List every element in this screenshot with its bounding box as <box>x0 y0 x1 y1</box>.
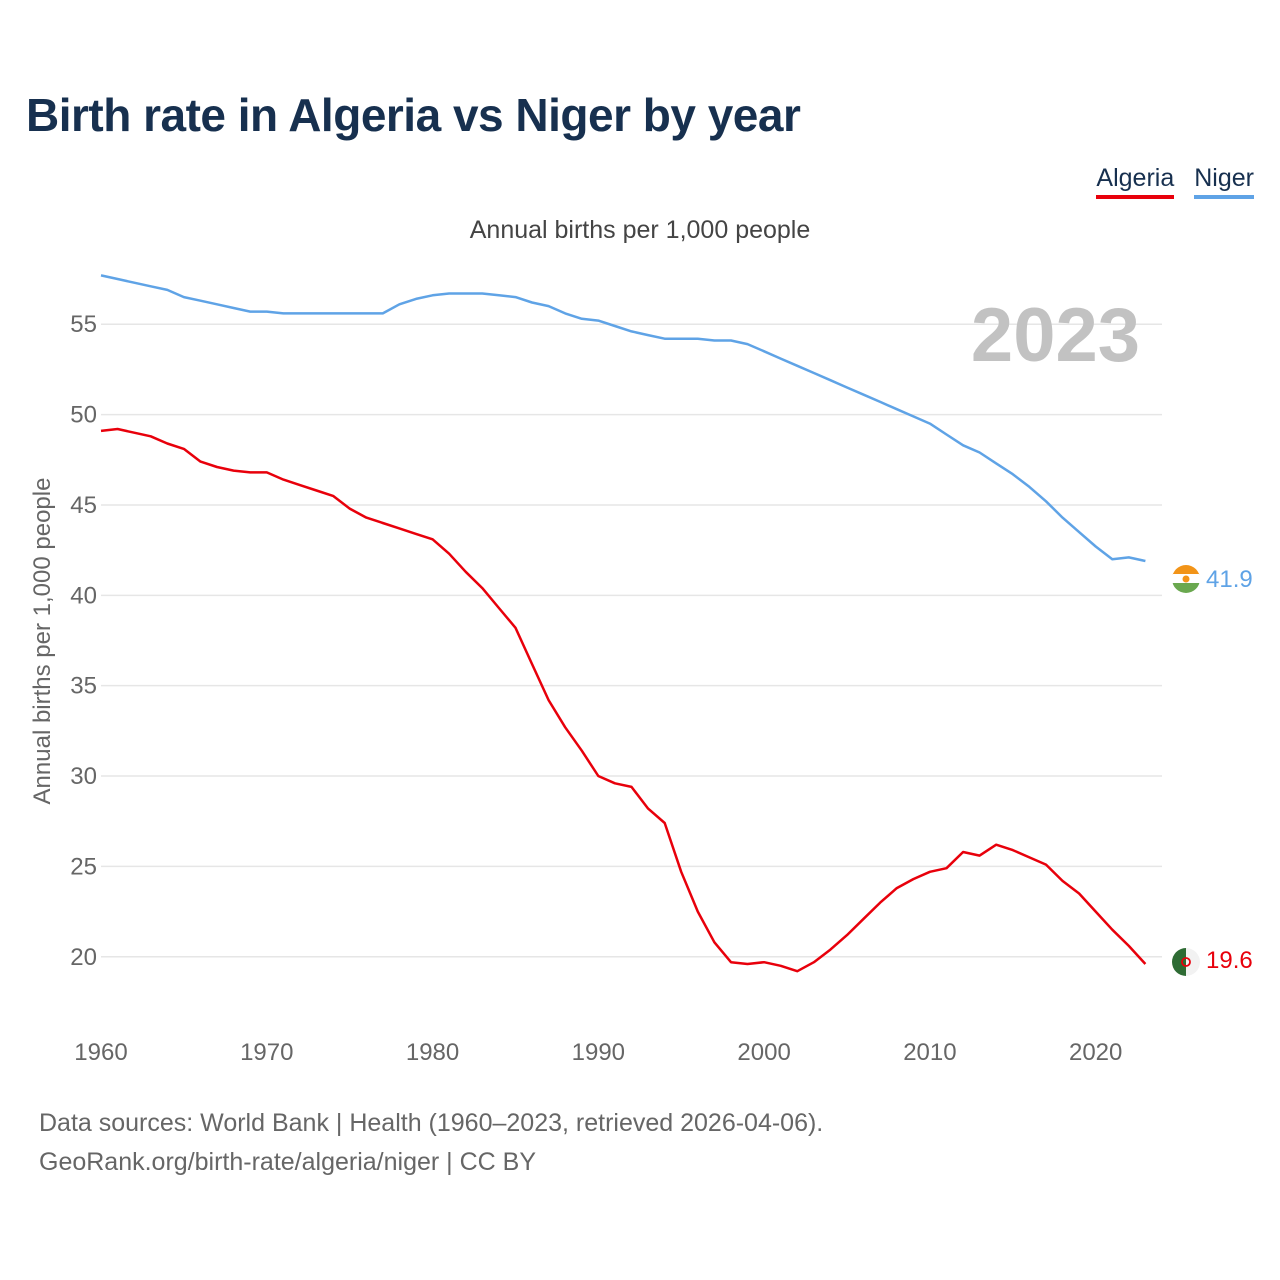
x-tick-2020: 2020 <box>1069 1039 1122 1066</box>
data-source-note: Data sources: World Bank | Health (1960–… <box>39 1109 824 1137</box>
y-tick-45: 45 <box>70 492 97 519</box>
year-label: 2023 <box>971 293 1140 378</box>
y-tick-30: 30 <box>70 763 97 790</box>
attribution-link[interactable]: GeoRank.org/birth-rate/algeria/niger | C… <box>39 1148 536 1176</box>
x-tick-1990: 1990 <box>572 1039 625 1066</box>
y-tick-35: 35 <box>70 673 97 700</box>
series-line-niger[interactable] <box>100 274 1146 563</box>
chart-title: Birth rate in Algeria vs Niger by year <box>26 89 801 141</box>
x-tick-1980: 1980 <box>406 1039 459 1066</box>
niger-flag-icon <box>1172 565 1200 593</box>
algeria-end-value: 19.6 <box>1206 947 1253 974</box>
y-tick-20: 20 <box>70 944 97 971</box>
legend-item-niger[interactable]: Niger <box>1194 164 1254 199</box>
chart-subtitle: Annual births per 1,000 people <box>469 216 811 244</box>
x-tick-1960: 1960 <box>74 1039 127 1066</box>
x-tick-1970: 1970 <box>240 1039 293 1066</box>
footer: Data sources: World Bank | Health (1960–… <box>39 1104 823 1182</box>
niger-end-value: 41.9 <box>1206 566 1253 593</box>
y-tick-25: 25 <box>70 853 97 880</box>
algeria-flag-icon <box>1172 948 1200 976</box>
y-tick-40: 40 <box>70 582 97 609</box>
y-tick-55: 55 <box>70 311 97 338</box>
series-line-algeria[interactable] <box>100 427 1147 973</box>
y-tick-50: 50 <box>70 402 97 429</box>
line-chart: 20 25 30 35 40 45 50 55 1960 1970 1980 1990 2000 201… <box>29 274 1253 1066</box>
legend-item-algeria[interactable]: Algeria <box>1096 164 1175 199</box>
x-tick-2010: 2010 <box>903 1039 956 1066</box>
y-axis-label: Annual births per 1,000 people <box>29 478 56 805</box>
x-tick-2000: 2000 <box>737 1039 790 1066</box>
legend: Algeria Niger <box>1096 164 1254 199</box>
